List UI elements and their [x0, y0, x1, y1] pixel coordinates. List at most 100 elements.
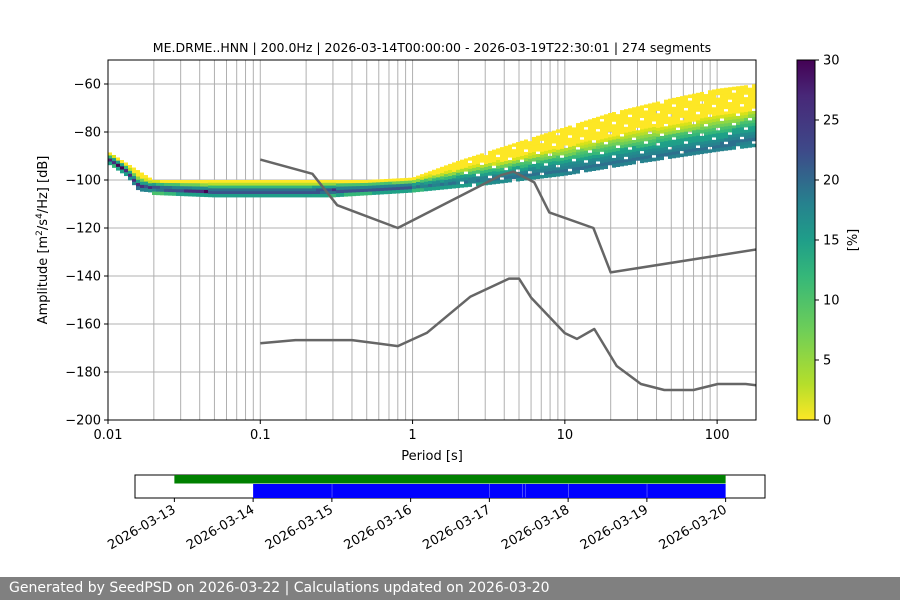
density-cell	[572, 155, 576, 159]
density-cell	[648, 121, 652, 126]
density-cell	[468, 162, 472, 167]
density-cell	[324, 182, 328, 187]
density-cell	[596, 157, 600, 162]
density-cell	[564, 165, 568, 170]
density-cell	[556, 155, 560, 160]
density-cell	[704, 94, 708, 98]
density-cell	[616, 132, 620, 137]
density-cell	[656, 127, 660, 132]
density-cell	[732, 131, 736, 135]
density-cell	[376, 182, 380, 186]
density-cell	[584, 135, 588, 140]
density-cell	[472, 158, 476, 163]
density-cell	[312, 180, 316, 184]
density-cell	[256, 180, 260, 184]
density-cell	[488, 163, 492, 167]
density-cell	[376, 185, 380, 189]
density-cell	[704, 129, 708, 133]
density-cell	[600, 142, 604, 146]
density-cell	[644, 143, 648, 148]
density-cell	[596, 152, 600, 156]
density-cell	[108, 161, 112, 166]
density-cell	[360, 183, 364, 187]
density-cell	[552, 145, 556, 150]
density-cell	[640, 159, 644, 164]
density-cell	[588, 122, 592, 126]
density-cell	[672, 127, 676, 132]
density-cell	[616, 117, 620, 121]
density-cell	[616, 141, 620, 146]
density-cell	[276, 191, 280, 195]
density-cell	[172, 189, 176, 193]
density-cell	[520, 140, 524, 145]
density-cell	[636, 106, 640, 110]
density-cell	[512, 152, 516, 156]
density-cell	[660, 141, 664, 146]
density-cell	[476, 170, 480, 174]
density-cell	[648, 158, 652, 162]
density-cell	[204, 193, 208, 198]
timeline-tick-label: 2026-03-16	[342, 502, 415, 553]
density-cell	[336, 180, 340, 184]
density-cell	[592, 148, 596, 153]
density-cell	[720, 97, 724, 101]
density-cell	[656, 101, 660, 106]
density-cell	[192, 189, 196, 194]
density-cell	[740, 145, 744, 149]
density-cell	[712, 142, 716, 147]
density-cell	[636, 118, 640, 122]
density-cell	[492, 155, 496, 160]
density-cell	[580, 148, 584, 153]
density-cell	[636, 124, 640, 128]
density-cell	[692, 139, 696, 144]
density-cell	[328, 191, 332, 195]
density-cell	[652, 145, 656, 150]
density-cell	[736, 130, 740, 135]
density-cell	[160, 185, 164, 190]
density-cell	[572, 136, 576, 141]
density-cell	[580, 163, 584, 168]
density-cell	[360, 180, 364, 184]
density-cell	[684, 125, 688, 130]
density-cell	[608, 137, 612, 141]
density-cell	[444, 168, 448, 172]
density-cell	[184, 180, 188, 184]
density-cell	[264, 194, 268, 198]
density-cell	[424, 181, 428, 186]
density-cell	[188, 183, 192, 187]
density-cell	[672, 115, 676, 120]
density-cell	[604, 150, 608, 154]
density-cell	[604, 162, 608, 166]
density-cell	[260, 188, 264, 192]
density-cell	[616, 160, 620, 164]
density-cell	[592, 164, 596, 168]
density-cell	[468, 177, 472, 182]
density-cell	[424, 172, 428, 177]
density-cell	[628, 134, 632, 139]
density-cell	[604, 120, 608, 124]
density-cell	[620, 142, 624, 146]
density-cell	[224, 191, 228, 195]
density-cell	[496, 151, 500, 155]
density-cell	[132, 170, 136, 174]
density-cell	[340, 193, 344, 197]
density-cell	[728, 146, 732, 151]
density-cell	[604, 126, 608, 130]
density-cell	[728, 140, 732, 145]
density-cell	[196, 189, 200, 194]
density-cell	[408, 177, 412, 182]
density-cell	[568, 159, 572, 163]
density-cell	[416, 178, 420, 183]
density-cell	[628, 137, 632, 142]
density-cell	[468, 174, 472, 179]
density-cell	[712, 148, 716, 153]
timeline-tick-label: 2026-03-14	[184, 502, 257, 553]
density-cell	[580, 124, 584, 129]
density-cell	[528, 164, 532, 169]
density-cell	[720, 141, 724, 146]
density-cell	[236, 194, 240, 198]
density-cell	[540, 157, 544, 162]
density-cell	[268, 191, 272, 195]
density-cell	[196, 180, 200, 184]
density-cell	[656, 151, 660, 155]
